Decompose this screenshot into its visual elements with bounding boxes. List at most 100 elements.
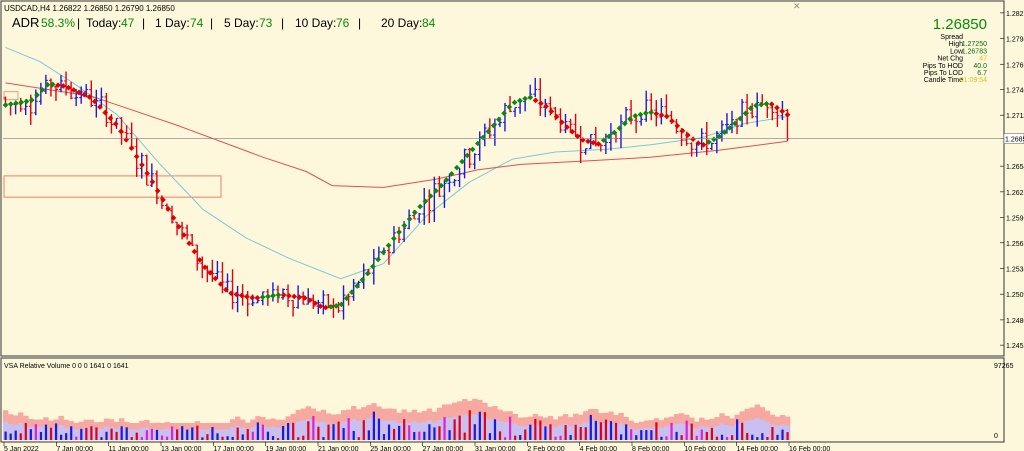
volume-bar xyxy=(604,419,608,440)
current-price-label: 1.26850 xyxy=(1005,137,1024,144)
y-tick-label: 1.27115 xyxy=(1006,113,1024,120)
ma-dot xyxy=(511,99,518,106)
ma-dot xyxy=(49,81,56,88)
volume-bar xyxy=(584,427,587,440)
volume-band-inner xyxy=(3,421,9,440)
volume-bar xyxy=(498,431,502,440)
volume-bar xyxy=(458,415,461,440)
ma-dot xyxy=(506,104,513,110)
ma-dot xyxy=(144,170,151,177)
volume-bar xyxy=(256,422,259,440)
ma-dot xyxy=(291,293,297,300)
volume-bar xyxy=(34,424,37,440)
ma-dot xyxy=(317,303,324,310)
volume-bar xyxy=(423,431,426,440)
ma-dot xyxy=(160,197,166,203)
ma-dot xyxy=(70,87,77,93)
volume-band-inner xyxy=(658,427,665,440)
volume-bar xyxy=(150,428,154,440)
volume-bar xyxy=(327,424,330,440)
day20-label: 20 Day: xyxy=(381,16,422,30)
x-tick-label: 19 Jan 00:00 xyxy=(266,446,307,451)
volume-bar xyxy=(413,432,416,440)
volume-bar xyxy=(24,423,27,440)
ma-dot xyxy=(170,215,177,221)
volume-band-inner xyxy=(512,423,518,440)
ma-dot xyxy=(322,304,329,311)
volume-bar xyxy=(695,435,698,440)
close-icon[interactable]: ✕ xyxy=(793,1,801,11)
volume-bar xyxy=(357,437,360,440)
ma-dot xyxy=(385,242,392,249)
volume-bar xyxy=(216,433,219,440)
volume-band-inner xyxy=(240,427,246,440)
volume-bar xyxy=(4,431,7,440)
volume-bar xyxy=(766,436,769,440)
y-tick-label: 1.24805 xyxy=(1006,318,1024,325)
volume-bar xyxy=(539,420,542,440)
y-tick-label: 1.27405 xyxy=(1006,88,1024,95)
ma-dot xyxy=(632,113,639,119)
x-tick-label: 14 Feb 00:00 xyxy=(737,446,778,451)
ma-dot xyxy=(648,109,654,116)
volume-bar xyxy=(266,431,270,440)
volume-bar xyxy=(292,422,295,440)
volume-bar xyxy=(85,427,88,440)
volume-bar xyxy=(670,422,673,440)
ma-dot xyxy=(2,102,9,108)
volume-bar xyxy=(660,436,663,440)
volume-band-inner xyxy=(462,414,468,440)
volume-band-inner xyxy=(219,429,226,440)
volume-bar xyxy=(221,436,224,440)
volume-bar xyxy=(756,437,759,440)
symbol-header: USDCAD,H4 1.26822 1.26850 1.26790 1.2685… xyxy=(4,4,175,13)
volume-bar xyxy=(352,430,355,440)
info-label: Pips To HOD xyxy=(923,63,963,70)
volume-bar xyxy=(398,425,401,440)
volume-bars-group xyxy=(3,398,791,440)
ma-dot xyxy=(102,109,109,116)
x-tick-label: 25 Jan 00:00 xyxy=(370,446,411,451)
volume-bar xyxy=(39,431,43,440)
volume-bar xyxy=(761,433,764,440)
x-tick-label: 7 Jan 00:00 xyxy=(56,446,93,451)
volume-bar xyxy=(49,427,53,440)
volume-bar xyxy=(468,410,471,440)
volume-bar xyxy=(115,431,118,440)
ma-dot xyxy=(165,206,172,212)
volume-bar xyxy=(625,424,628,440)
volume-band-inner xyxy=(300,420,306,440)
ma-dot xyxy=(233,291,240,298)
y-tick-label: 1.26250 xyxy=(1006,190,1024,197)
ma-dot xyxy=(595,141,602,147)
y-tick-label: 1.24520 xyxy=(1006,343,1024,350)
ma-dot xyxy=(538,100,544,107)
today-label: Today: xyxy=(86,16,121,30)
info-label: Spread xyxy=(940,34,963,41)
volume-bar xyxy=(90,426,93,440)
volume-bar xyxy=(488,433,492,440)
volume-bar xyxy=(655,422,658,440)
volume-bar xyxy=(317,426,320,440)
volume-bar xyxy=(387,424,391,440)
ma-dot xyxy=(107,115,114,122)
ma-dot xyxy=(343,295,350,302)
volume-band-inner xyxy=(98,428,105,440)
current-price-box xyxy=(1003,133,1024,144)
volume-band-inner xyxy=(749,419,755,440)
volume-bar xyxy=(261,424,265,440)
zone-marker-top xyxy=(3,91,19,101)
info-label: Candle Time xyxy=(924,77,963,84)
volume-band-inner xyxy=(774,425,781,440)
ma-dot xyxy=(375,256,381,263)
ma-dot xyxy=(65,84,72,91)
volume-bar xyxy=(377,418,381,440)
ma-dot xyxy=(238,292,245,299)
dotted-ma-group xyxy=(2,81,791,311)
day1-value: 74 xyxy=(190,16,204,30)
volume-bar xyxy=(453,419,456,440)
x-tick-label: 5 Jan 2022 xyxy=(4,446,39,451)
volume-band-inner xyxy=(8,424,14,440)
volume-bar xyxy=(322,437,325,440)
